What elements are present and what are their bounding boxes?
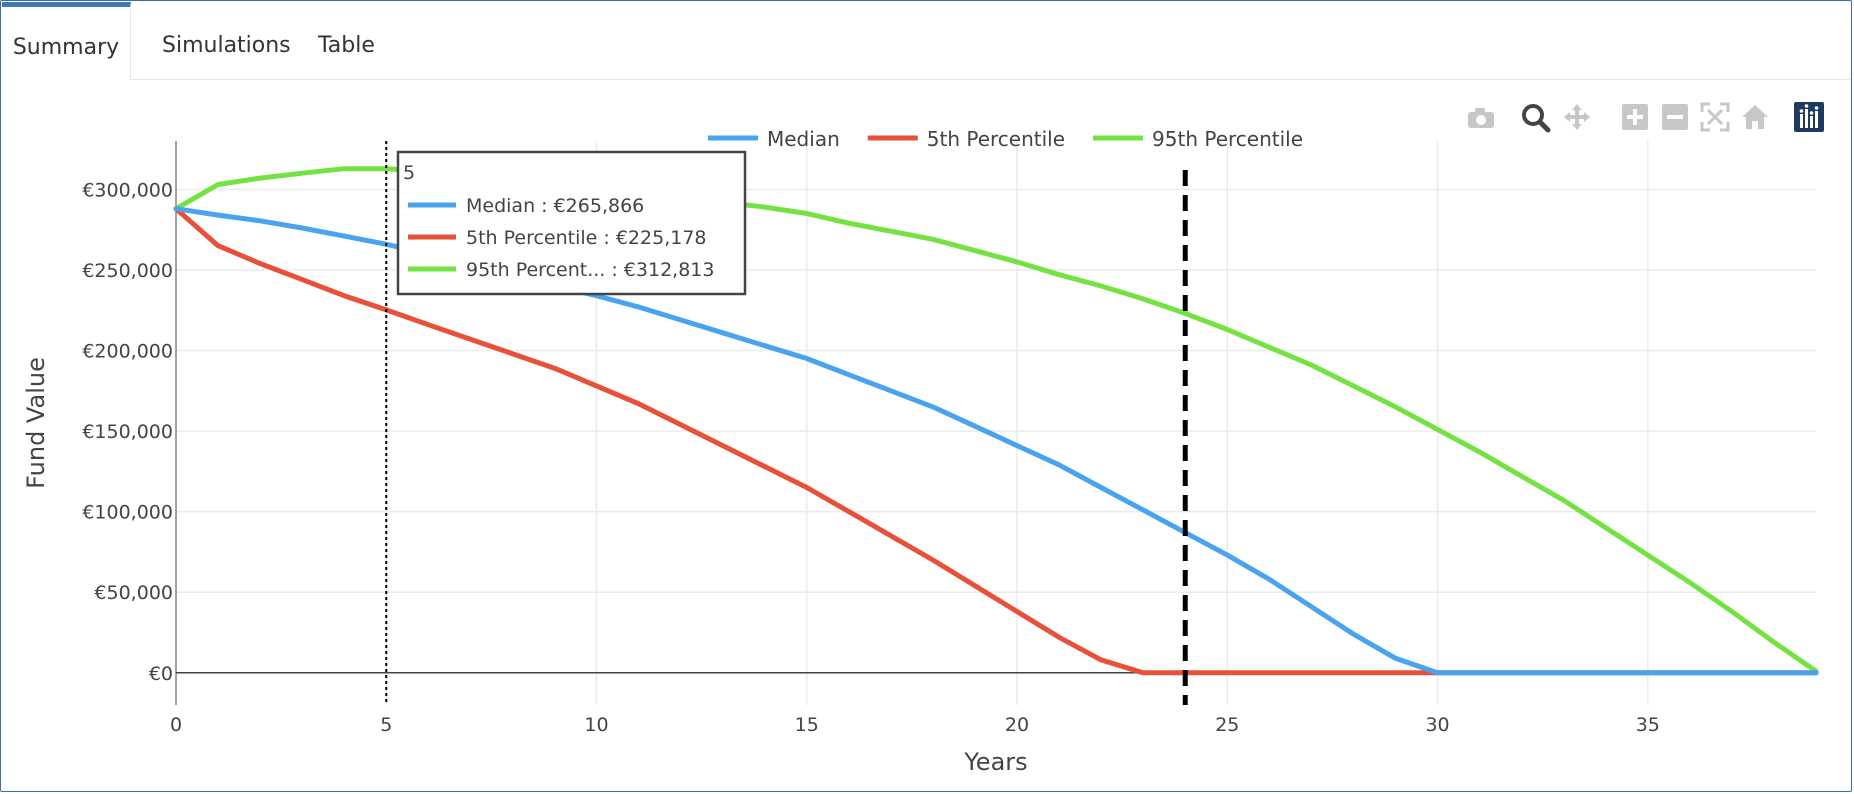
legend-label: Median bbox=[767, 127, 840, 151]
x-tick-label: 20 bbox=[1005, 714, 1029, 736]
x-tick-label: 15 bbox=[795, 714, 819, 736]
y-tick-label: €100,000 bbox=[82, 502, 173, 524]
legend-item[interactable]: 95th Percentile bbox=[1093, 127, 1303, 151]
y-tick-label: €250,000 bbox=[82, 260, 173, 282]
tooltip-entry: Median : €265,866 bbox=[466, 195, 644, 217]
tab-table[interactable]: Table bbox=[318, 33, 375, 58]
tooltip-entry: 95th Percent... : €312,813 bbox=[466, 259, 714, 281]
tab-summary[interactable]: Summary bbox=[2, 2, 131, 80]
y-tick-label: €50,000 bbox=[94, 582, 173, 604]
y-axis-title: Fund Value bbox=[22, 357, 50, 489]
tooltip-entry: 5th Percentile : €225,178 bbox=[466, 227, 707, 249]
y-tick-label: €0 bbox=[149, 663, 173, 685]
zoom-in-icon[interactable] bbox=[1622, 104, 1648, 130]
x-tick-label: 5 bbox=[380, 714, 392, 736]
x-tick-label: 35 bbox=[1636, 714, 1660, 736]
autoscale-icon[interactable] bbox=[1700, 102, 1730, 132]
legend-item[interactable]: 5th Percentile bbox=[867, 127, 1065, 151]
pan-icon[interactable] bbox=[1564, 104, 1590, 130]
tab-simulations[interactable]: Simulations bbox=[162, 33, 291, 58]
legend-item[interactable]: Median bbox=[708, 127, 840, 151]
y-tick-label: €300,000 bbox=[82, 179, 173, 201]
hover-tooltip: 5 Median : €265,866 5th Percentile : €225,… bbox=[396, 150, 747, 296]
x-tick-label: 30 bbox=[1425, 714, 1449, 736]
camera-icon[interactable] bbox=[1468, 108, 1494, 128]
y-tick-label: €150,000 bbox=[82, 421, 173, 443]
zoom-out-icon[interactable] bbox=[1662, 104, 1688, 130]
tab-bar: Summary Simulations Table bbox=[2, 2, 1850, 80]
x-axis-title: Years bbox=[963, 748, 1027, 776]
modebar[interactable] bbox=[1468, 102, 1824, 133]
reset-axes-icon[interactable] bbox=[1742, 105, 1768, 129]
legend-label: 95th Percentile bbox=[1152, 127, 1303, 151]
zoom-icon[interactable] bbox=[1522, 104, 1551, 133]
axes: 0 5 10 15 20 25 30 35 €0 €50,000 €100,000 €150,000 €… bbox=[22, 141, 1816, 776]
vertical-markers bbox=[385, 141, 1188, 705]
y-tick-label: €200,000 bbox=[82, 340, 173, 362]
legend-label: 5th Percentile bbox=[927, 127, 1065, 151]
x-tick-label: 0 bbox=[170, 714, 182, 736]
x-tick-label: 25 bbox=[1215, 714, 1239, 736]
x-tick-label: 10 bbox=[584, 714, 608, 736]
plotly-logo-icon[interactable] bbox=[1794, 102, 1824, 132]
legend[interactable]: Median 5th Percentile 95th Percentile bbox=[708, 127, 1303, 151]
tooltip-x-label: 5 bbox=[403, 162, 415, 184]
